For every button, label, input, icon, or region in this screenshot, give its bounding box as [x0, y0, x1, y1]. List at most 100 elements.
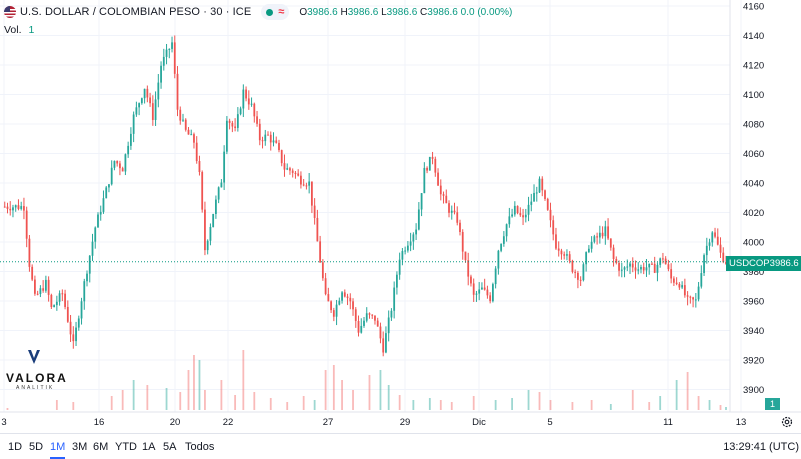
- candle-body: [631, 263, 634, 268]
- candle-body: [228, 120, 231, 123]
- candle-body: [28, 238, 31, 267]
- candle-body: [61, 293, 64, 295]
- candle-body: [434, 158, 437, 173]
- candle-body: [382, 338, 385, 353]
- candle-body: [34, 279, 36, 294]
- timeframe-6m[interactable]: 6M: [93, 441, 109, 453]
- volume-bar: [269, 398, 272, 410]
- timeframe-3m[interactable]: 3M: [72, 441, 88, 453]
- candle-body: [319, 241, 322, 263]
- candle-body: [72, 334, 75, 342]
- price-tick-label: 3920: [743, 356, 764, 367]
- candle-body: [620, 269, 623, 271]
- symbol-legend[interactable]: U.S. DOLLAR / COLOMBIAN PESO · 30 · ICE …: [4, 3, 512, 21]
- candle-body: [571, 260, 574, 272]
- candle-body: [448, 203, 450, 213]
- candle-body: [332, 310, 335, 317]
- volume-bar: [253, 392, 256, 410]
- candle-body: [481, 287, 483, 290]
- candle-body: [604, 226, 607, 237]
- volume-bar: [511, 398, 513, 410]
- candle-body: [275, 140, 278, 143]
- candle-body: [423, 167, 426, 194]
- timeframe-5a[interactable]: 5A: [163, 441, 177, 453]
- candle-body: [321, 262, 324, 279]
- gear-icon[interactable]: [780, 415, 794, 429]
- candle-body: [3, 206, 6, 208]
- candle-body: [363, 320, 365, 326]
- candle-body: [513, 205, 516, 215]
- candle-body: [456, 212, 459, 223]
- candle-body: [601, 232, 604, 237]
- candle-body: [615, 258, 618, 264]
- candle-body: [703, 255, 705, 274]
- candle-body: [278, 142, 280, 151]
- candle-body: [546, 198, 549, 210]
- candle-body: [308, 181, 311, 186]
- volume-bar: [719, 405, 722, 410]
- timeframe-1a[interactable]: 1A: [142, 441, 156, 453]
- candle-body: [467, 260, 470, 277]
- candle-body: [310, 181, 313, 206]
- candle-body: [66, 306, 69, 322]
- candle-body: [708, 242, 711, 246]
- price-chart[interactable]: 4160 4140 4120 4100 4080 4060 4040 4020 4000 3980…: [0, 0, 801, 433]
- volume-legend[interactable]: Vol. 1: [4, 24, 34, 36]
- candle-body: [324, 278, 327, 295]
- candle-body: [12, 207, 14, 211]
- candle-body: [349, 297, 352, 302]
- candle-body: [330, 301, 332, 311]
- candle-body: [390, 310, 393, 318]
- time-tick-label: 20: [170, 417, 181, 428]
- candle-body: [31, 266, 34, 280]
- volume-bar: [494, 400, 497, 410]
- candle-body: [607, 226, 609, 239]
- candle-body: [420, 193, 423, 210]
- candle-body: [198, 161, 201, 173]
- volume-bar: [187, 370, 190, 410]
- volume-bar: [352, 390, 354, 410]
- timeframe-5d[interactable]: 5D: [29, 441, 44, 453]
- volume-bar: [242, 350, 245, 410]
- candle-body: [700, 273, 703, 287]
- time-tick-label: 13: [736, 417, 747, 428]
- candle-body: [629, 263, 631, 267]
- candle-body: [283, 163, 286, 170]
- timeframe-1d[interactable]: 1D: [8, 441, 23, 453]
- candle-body: [694, 299, 697, 301]
- candle-body: [280, 150, 283, 164]
- logo-subtitle: ANALITIK: [16, 385, 55, 391]
- volume-bar: [132, 380, 135, 410]
- candle-body: [426, 167, 428, 171]
- candle-body: [489, 295, 492, 302]
- market-status-pill[interactable]: ≈: [261, 4, 290, 20]
- candle-body: [590, 241, 593, 249]
- candle-body: [464, 251, 467, 261]
- timeframe-ytd[interactable]: YTD: [115, 441, 137, 453]
- utc-clock[interactable]: 13:29:41 (UTC): [723, 441, 799, 453]
- last-price-tag: USDCOP 3986.6: [726, 256, 801, 271]
- chart-grid: [0, 0, 742, 412]
- candle-body: [472, 283, 475, 295]
- timeframe-1m[interactable]: 1M: [50, 441, 66, 459]
- change-value: 0.0 (0.00%): [460, 6, 513, 18]
- candle-body: [305, 185, 308, 187]
- candle-body: [245, 89, 247, 99]
- candle-body: [368, 313, 371, 315]
- volume-bar: [110, 396, 113, 410]
- volume-bar: [697, 396, 700, 410]
- price-axis: 4160 4140 4120 4100 4080 4060 4040 4020 4000 3980…: [0, 0, 801, 413]
- candle-body: [151, 103, 154, 120]
- candle-body: [415, 229, 418, 235]
- timeframe-todos[interactable]: Todos: [185, 441, 215, 453]
- volume-bar: [379, 370, 382, 410]
- candle-body: [247, 98, 250, 105]
- candle-body: [398, 259, 401, 275]
- candle-body: [442, 194, 445, 196]
- candle-body: [135, 107, 138, 115]
- symbol-title[interactable]: U.S. DOLLAR / COLOMBIAN PESO · 30 · ICE: [20, 6, 252, 18]
- time-tick-label: 27: [323, 417, 334, 428]
- delayed-data-icon: ≈: [278, 6, 285, 18]
- candle-body: [711, 232, 714, 243]
